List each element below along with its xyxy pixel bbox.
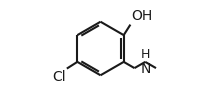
Text: H: H: [141, 48, 150, 61]
Text: OH: OH: [131, 9, 153, 23]
Text: Cl: Cl: [52, 70, 66, 84]
Text: N: N: [140, 62, 151, 76]
